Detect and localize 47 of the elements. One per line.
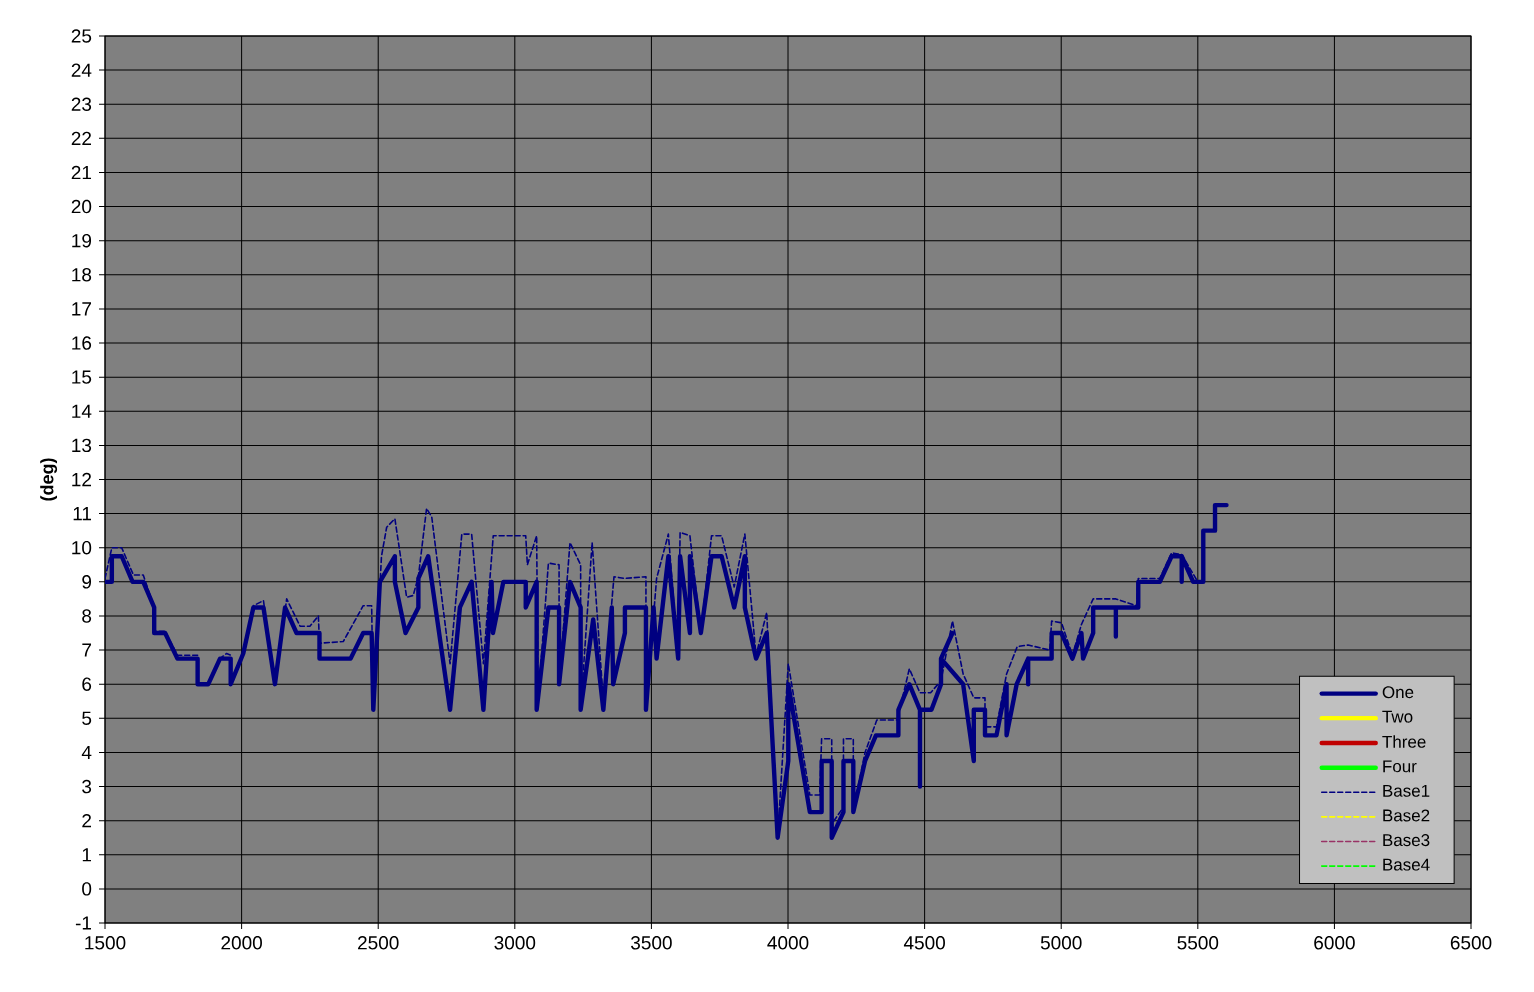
legend-label: Four — [1383, 760, 1417, 773]
y-tick-label: 2 — [82, 814, 91, 828]
y-tick-label: -1 — [75, 916, 91, 930]
y-tick-label: 6 — [82, 677, 92, 691]
y-tick-label: 15 — [72, 370, 92, 384]
x-tick-label: 6500 — [1450, 936, 1492, 950]
x-tick-label: 5000 — [1040, 936, 1082, 950]
x-tick-label: 4500 — [903, 936, 945, 950]
legend-label: One — [1382, 686, 1414, 699]
y-tick-label: 13 — [72, 438, 92, 453]
y-tick-label: 16 — [72, 336, 92, 350]
y-tick-label: 5 — [82, 711, 92, 725]
y-tick-label: 4 — [81, 745, 92, 759]
y-tick-label: 21 — [71, 165, 91, 180]
x-tick-label: 2500 — [358, 936, 399, 950]
legend-label: Base4 — [1383, 858, 1430, 871]
x-tick-label: 4000 — [767, 936, 809, 950]
y-tick-label: 10 — [72, 541, 92, 555]
y-tick-label: 25 — [71, 29, 92, 43]
y-tick-label: 22 — [71, 131, 91, 145]
x-tick-label: 6000 — [1314, 936, 1355, 950]
y-tick-label: 3 — [82, 779, 92, 794]
y-tick-label: 18 — [72, 268, 92, 282]
y-tick-label: 24 — [71, 63, 92, 77]
y-tick-label: 17 — [72, 302, 91, 316]
y-axis-title: (deg) — [40, 458, 58, 501]
legend-label: Base2 — [1383, 809, 1430, 822]
x-tick-label: 5500 — [1177, 936, 1219, 950]
y-tick-label: 23 — [71, 97, 92, 111]
y-tick-label: 0 — [82, 882, 92, 896]
y-tick-label: 7 — [82, 643, 91, 657]
y-tick-label: 1 — [82, 848, 91, 862]
y-tick-label: 9 — [82, 575, 92, 589]
x-tick-label: 3500 — [631, 936, 672, 950]
legend-label: Base3 — [1383, 834, 1430, 847]
x-tick-label: 2000 — [221, 936, 262, 950]
x-tick-label: 3000 — [494, 936, 536, 950]
legend-label: Base1 — [1383, 784, 1430, 797]
y-tick-label: 11 — [73, 507, 92, 521]
x-tick-label: 1500 — [85, 936, 126, 950]
y-tick-label: 14 — [72, 404, 92, 418]
legend-label: Three — [1382, 735, 1426, 748]
y-tick-label: 12 — [72, 472, 91, 487]
y-tick-label: 8 — [82, 609, 92, 623]
y-tick-label: 20 — [71, 199, 92, 214]
legend-label: Two — [1382, 710, 1413, 723]
y-tick-label: 19 — [72, 233, 92, 248]
